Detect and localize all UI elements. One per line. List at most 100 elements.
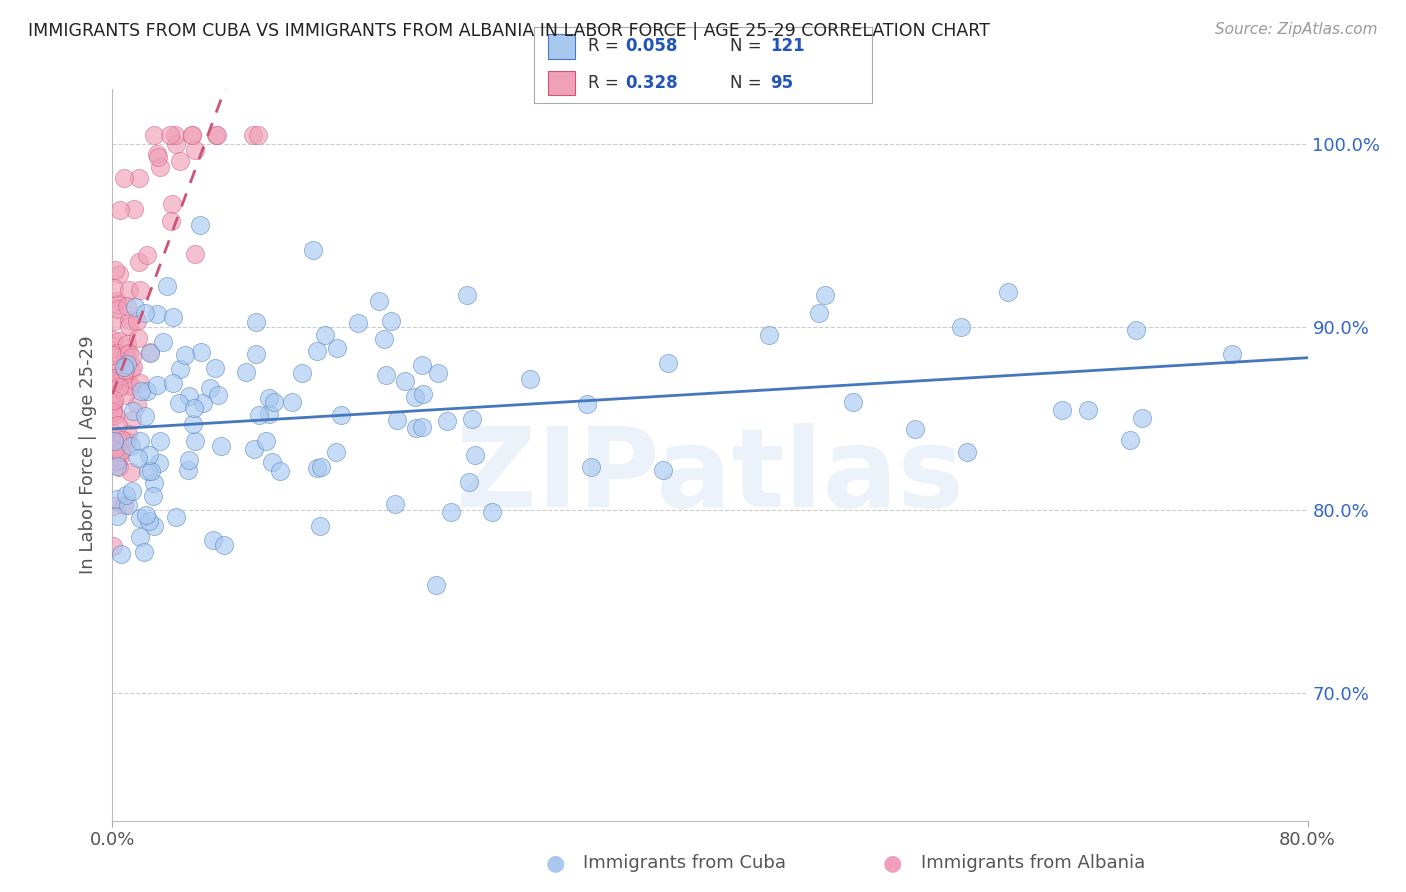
Point [125,314,148,328]
Point [652,463,675,477]
Point [174,348,197,362]
Point [128,254,150,268]
Point [103,348,125,362]
Text: ZIPatlas: ZIPatlas [456,424,965,531]
Point [145,307,167,321]
Point [129,434,152,448]
Point [347,316,370,330]
Point [247,408,270,422]
Point [758,327,780,342]
Point [117,319,139,334]
Point [291,366,314,380]
Point [439,505,461,519]
Point [103,281,125,295]
Point [481,505,503,519]
Point [262,455,284,469]
Point [111,433,134,447]
Point [436,414,458,428]
Point [138,448,160,462]
Point [159,128,181,142]
Point [145,377,167,392]
Text: N =: N = [730,74,766,92]
Point [121,360,143,375]
Point [114,388,136,402]
Point [104,442,127,456]
Point [256,434,278,449]
Point [949,319,972,334]
Point [128,511,150,525]
Point [107,361,129,376]
Point [135,248,157,262]
Point [128,451,150,466]
Point [134,409,156,424]
Point [129,284,152,298]
Point [162,376,184,390]
Point [807,306,830,320]
Point [139,346,162,360]
Point [159,214,181,228]
Point [105,454,128,468]
Point [461,412,484,426]
Point [425,578,447,592]
Point [111,434,134,449]
Point [103,434,125,448]
Point [120,379,142,393]
Point [127,331,149,345]
Point [129,530,152,544]
Point [104,262,127,277]
Point [108,452,131,467]
Point [104,372,127,386]
Point [129,384,152,398]
Point [121,403,143,417]
Point [190,345,212,359]
Point [280,395,302,409]
Point [373,332,395,346]
Point [121,412,143,426]
Point [134,545,156,559]
Point [329,408,352,422]
Point [411,358,433,372]
Point [177,453,200,467]
Point [212,538,235,552]
Bar [548,35,575,59]
Text: IMMIGRANTS FROM CUBA VS IMMIGRANTS FROM ALBANIA IN LABOR FORCE | AGE 25-29 CORRE: IMMIGRANTS FROM CUBA VS IMMIGRANTS FROM … [28,22,990,40]
Point [166,510,188,524]
Point [198,381,221,395]
Point [183,247,205,261]
Point [457,475,479,489]
Point [166,137,188,152]
Point [105,459,128,474]
Point [384,497,406,511]
Point [111,368,134,382]
Point [191,396,214,410]
Text: 0.328: 0.328 [626,74,678,92]
Point [269,463,291,477]
Point [105,491,128,506]
Point [412,387,434,401]
Point [427,366,450,380]
Point [149,434,172,448]
Point [107,302,129,317]
Point [160,197,183,211]
Point [456,288,478,302]
Point [181,128,204,142]
Point [120,465,142,479]
Point [152,335,174,350]
Text: 121: 121 [770,37,806,55]
Point [104,437,127,451]
Point [305,344,328,359]
Point [184,143,207,157]
Point [128,170,150,185]
Point [138,514,160,528]
Point [103,374,125,388]
Point [103,425,125,440]
Point [110,442,132,457]
Text: R =: R = [588,74,624,92]
Point [235,366,257,380]
Point [209,439,232,453]
Point [103,539,125,553]
Point [103,436,125,450]
Point [110,547,132,561]
Point [380,314,402,328]
Point [117,427,139,442]
